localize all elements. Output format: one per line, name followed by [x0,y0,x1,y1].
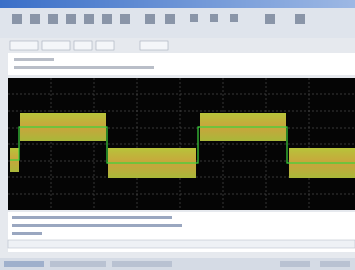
option-button[interactable] [42,41,70,50]
tool-button[interactable] [145,14,155,24]
tool-button[interactable] [84,14,94,24]
option-button[interactable] [74,41,92,50]
info-panel [8,53,355,75]
log-line [12,216,172,219]
title-bar [0,0,355,8]
status-pane [50,261,106,267]
tool-button[interactable] [265,14,275,24]
tool-button[interactable] [12,14,22,24]
status-pane [280,261,310,267]
status-pane [320,261,350,267]
option-button[interactable] [96,41,114,50]
tool-button[interactable] [210,14,218,22]
tool-button[interactable] [190,14,198,22]
status-pane [112,261,172,267]
tool-button[interactable] [48,14,58,24]
option-button[interactable] [10,41,38,50]
input-field[interactable] [8,240,355,248]
option-buttons [10,41,168,50]
page [0,0,355,270]
status-pane [4,261,44,267]
info-line [14,58,54,61]
log-line [12,232,42,235]
tool-button[interactable] [230,14,238,22]
tool-button[interactable] [66,14,76,24]
option-button[interactable] [140,41,168,50]
info-line [14,66,154,69]
log-line [12,224,182,227]
tool-button[interactable] [120,14,130,24]
tool-button[interactable] [30,14,40,24]
tool-button[interactable] [295,14,305,24]
tool-button[interactable] [102,14,112,24]
tool-button[interactable] [165,14,175,24]
scope-window [0,0,355,270]
